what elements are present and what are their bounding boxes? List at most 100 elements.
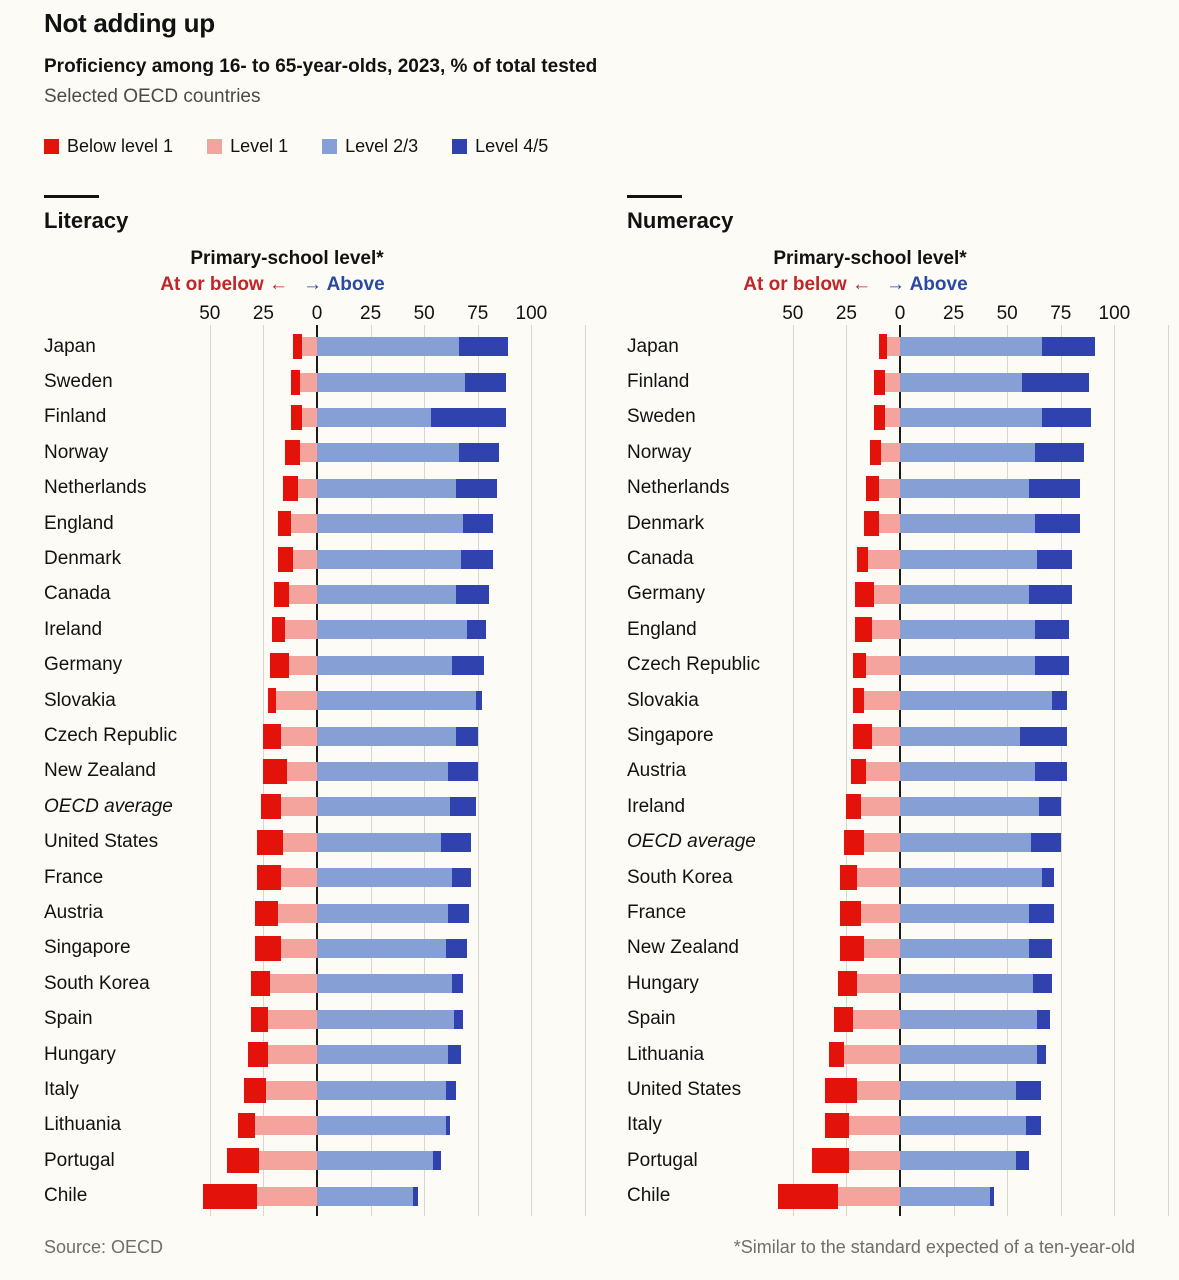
row-portugal: Portugal	[627, 1143, 1173, 1178]
country-label: Lithuania	[627, 1043, 705, 1065]
country-label: Singapore	[44, 937, 131, 959]
bar-segment-below-level-1	[857, 546, 868, 572]
bar-segment-level-4-5	[458, 443, 500, 463]
row-norway: Norway	[44, 435, 590, 470]
bar-segment-level-4-5	[1041, 337, 1096, 357]
bar-segment-level-1	[280, 797, 317, 817]
axis-direction-left: At or below ←	[44, 274, 288, 296]
bar-segment-level-1	[276, 691, 317, 711]
country-label: France	[44, 866, 104, 888]
bar-segment-level-1	[848, 1115, 900, 1135]
bar-segment-level-2-3	[317, 443, 459, 463]
country-label: Germany	[44, 654, 123, 676]
country-label: New Zealand	[44, 760, 156, 782]
country-label: Ireland	[627, 795, 686, 817]
row-oecd-average: OECD average	[44, 789, 590, 824]
axis-direction-right: → Above	[303, 274, 385, 296]
bar-segment-level-4-5	[1028, 903, 1055, 923]
left-arrow-icon: ←	[269, 274, 288, 295]
bar-segment-level-4-5	[456, 478, 498, 498]
country-label: South Korea	[627, 866, 733, 888]
row-netherlands: Netherlands	[44, 471, 590, 506]
row-chile: Chile	[627, 1179, 1173, 1214]
bar-segment-below-level-1	[278, 511, 292, 537]
literacy-chart-title: Literacy	[44, 208, 129, 233]
bar-segment-level-1	[887, 337, 900, 357]
bar-segment-below-level-1	[254, 900, 279, 926]
row-germany: Germany	[44, 648, 590, 683]
bar-segment-level-2-3	[900, 584, 1029, 604]
bar-segment-below-level-1	[282, 475, 298, 501]
row-england: England	[627, 612, 1173, 647]
bar-segment-level-2-3	[900, 549, 1038, 569]
bar-segment-below-level-1	[261, 794, 281, 820]
bar-segment-level-1	[857, 868, 900, 888]
country-label: Sweden	[627, 406, 696, 428]
bar-segment-below-level-1	[874, 404, 885, 430]
country-label: Czech Republic	[627, 654, 761, 676]
bar-segment-level-1	[282, 832, 317, 852]
bar-segment-level-4-5	[475, 691, 483, 711]
bar-segment-level-4-5	[1028, 584, 1072, 604]
axis-tick-label: 25	[943, 303, 965, 324]
row-hungary: Hungary	[627, 966, 1173, 1001]
bar-segment-level-1	[278, 903, 317, 923]
country-label: Japan	[627, 335, 679, 357]
legend-item-below-level-1: Below level 1	[44, 136, 173, 157]
bar-segment-level-2-3	[317, 797, 450, 817]
bar-segment-level-4-5	[1039, 797, 1061, 817]
bar-segment-level-1	[280, 726, 317, 746]
bar-segment-level-4-5	[432, 1151, 442, 1171]
literacy-chart-panel: Literacy Primary-school level* At or bel…	[44, 195, 590, 1230]
axis-tick-label: 0	[894, 303, 906, 324]
row-france: France	[44, 860, 590, 895]
row-austria: Austria	[44, 895, 590, 930]
legend-label-level-4-5: Level 4/5	[475, 136, 549, 156]
bar-segment-below-level-1	[291, 404, 302, 430]
bar-segment-level-2-3	[317, 868, 453, 888]
bar-segment-below-level-1	[274, 581, 290, 607]
bar-segment-level-4-5	[430, 407, 506, 427]
country-label: Canada	[627, 548, 694, 570]
bar-segment-level-2-3	[900, 1080, 1016, 1100]
axis-tick-label: 75	[1050, 303, 1072, 324]
bar-segment-level-1	[256, 1186, 317, 1206]
bar-segment-below-level-1	[829, 1042, 845, 1068]
row-austria: Austria	[627, 754, 1173, 789]
country-label: Hungary	[44, 1043, 116, 1065]
bar-segment-level-4-5	[413, 1186, 418, 1206]
bar-segment-level-1	[297, 478, 317, 498]
bar-segment-level-1	[280, 938, 317, 958]
row-czech-republic: Czech Republic	[44, 718, 590, 753]
legend-item-level-4-5: Level 4/5	[452, 136, 548, 157]
bar-segment-below-level-1	[852, 652, 866, 678]
bar-segment-level-4-5	[1026, 1115, 1042, 1135]
row-new-zealand: New Zealand	[627, 931, 1173, 966]
bar-segment-level-1	[863, 832, 900, 852]
bar-segment-below-level-1	[263, 723, 281, 749]
bar-segment-below-level-1	[256, 829, 283, 855]
bar-segment-level-4-5	[1015, 1151, 1029, 1171]
footnote: *Similar to the standard expected of a t…	[733, 1237, 1135, 1257]
bar-segment-level-2-3	[317, 1115, 446, 1135]
bar-segment-level-4-5	[990, 1186, 995, 1206]
bar-segment-level-1	[291, 514, 317, 534]
charts-container: Literacy Primary-school level* At or bel…	[44, 195, 1179, 1235]
bar-segment-level-1	[861, 797, 900, 817]
bar-segment-level-1	[861, 903, 900, 923]
row-singapore: Singapore	[627, 718, 1173, 753]
bar-segment-level-2-3	[900, 443, 1036, 463]
axis-tick-label: 50	[413, 303, 435, 324]
country-label: Hungary	[627, 972, 699, 994]
bar-segment-level-4-5	[445, 1115, 450, 1135]
bar-segment-level-1	[884, 407, 900, 427]
bar-segment-level-4-5	[1037, 1009, 1051, 1029]
right-arrow-icon: →	[303, 274, 322, 295]
bar-segment-below-level-1	[839, 900, 862, 926]
row-denmark: Denmark	[627, 506, 1173, 541]
bar-segment-below-level-1	[852, 688, 864, 714]
bar-segment-level-2-3	[900, 1115, 1027, 1135]
row-slovakia: Slovakia	[627, 683, 1173, 718]
axis-tick-label: 25	[252, 303, 274, 324]
row-united-states: United States	[627, 1072, 1173, 1107]
